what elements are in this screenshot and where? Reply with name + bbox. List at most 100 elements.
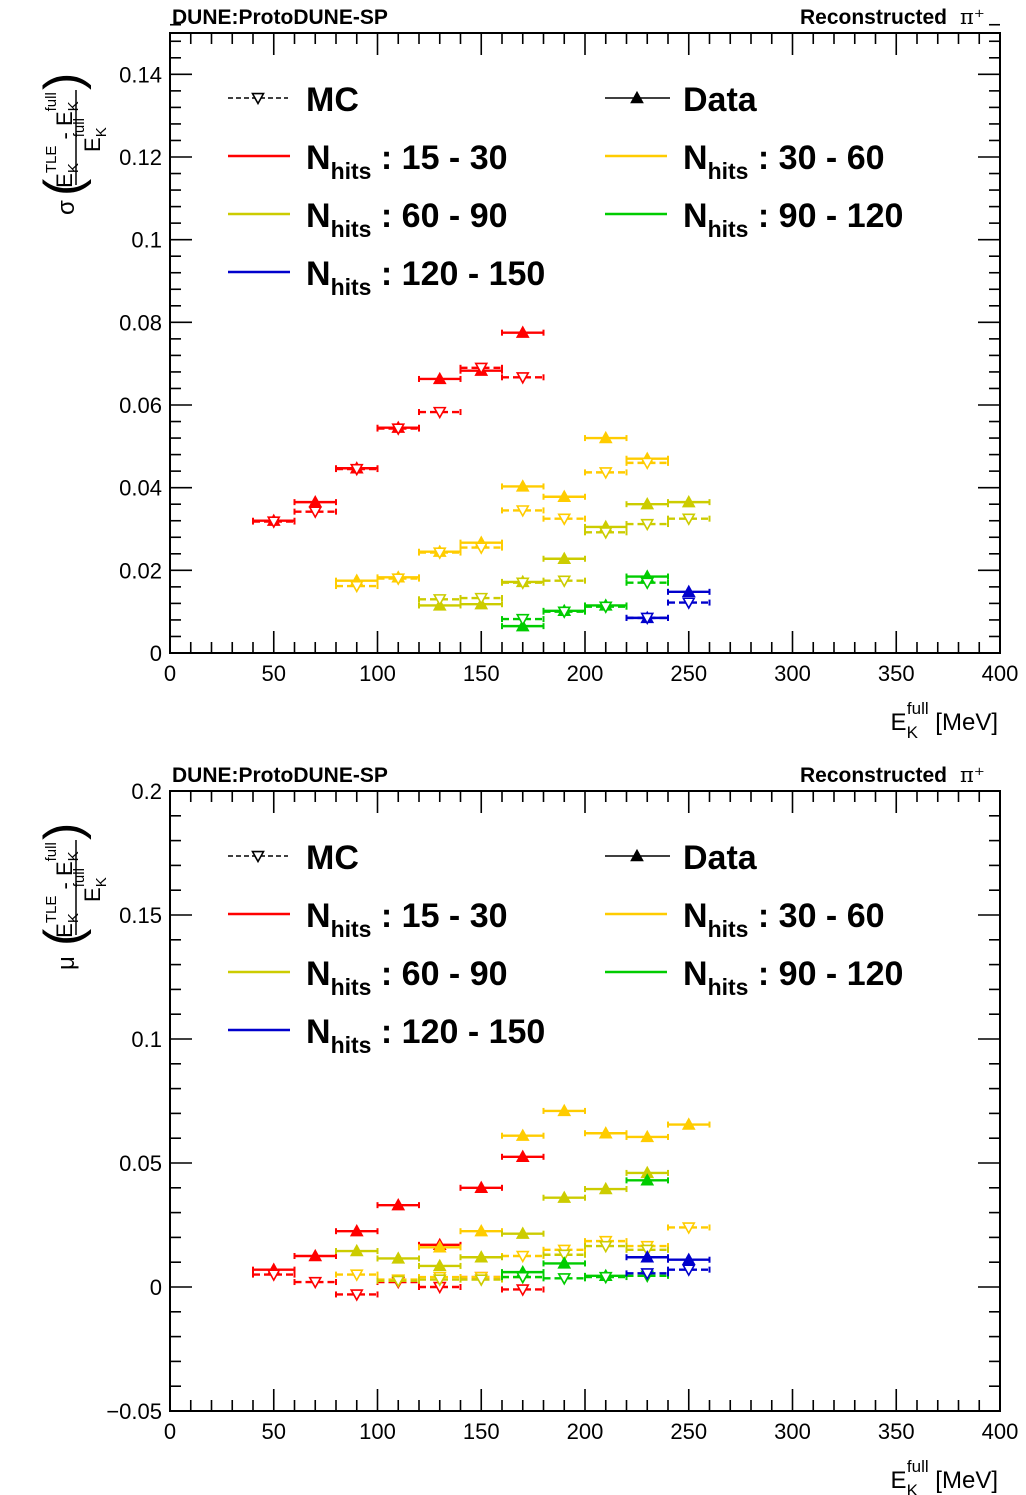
x-tick-label: 350 (878, 1419, 915, 1444)
legend-bin-label: Nhits : 15 - 30 (306, 139, 508, 184)
legend-bin-label: Nhits : 30 - 60 (683, 139, 885, 184)
y-tick-label: 0.06 (119, 393, 162, 418)
y-tick-label: 0 (150, 1275, 162, 1300)
data-point-mc (681, 1222, 696, 1235)
x-axis-label: EKfull [MeV] (891, 1457, 998, 1495)
data-point-mc (515, 577, 530, 590)
data-point-mc (474, 1274, 489, 1287)
data-point-mc (432, 406, 447, 420)
data-point-data (515, 1226, 530, 1239)
data-point-data (308, 1248, 323, 1262)
data-point-data (640, 497, 655, 510)
experiment-label: DUNE:ProtoDUNE-SP (172, 6, 388, 29)
data-point-mc (432, 1274, 447, 1287)
x-axis-title: EKfull [MeV] (891, 699, 998, 742)
data-point-data (515, 1149, 530, 1162)
x-tick-label: 0 (164, 1419, 176, 1444)
x-tick-label: 400 (982, 1419, 1019, 1444)
data-point-mc (598, 527, 613, 540)
data-point-data (515, 1128, 530, 1141)
series-mc (252, 362, 545, 529)
data-point-data (515, 325, 530, 338)
data-point-mc (640, 518, 655, 532)
y-tick-label: 0.08 (119, 310, 162, 335)
data-point-mc (515, 372, 530, 385)
x-tick-label: 50 (262, 1419, 286, 1444)
data-point-mc (474, 362, 489, 375)
x-tick-label: 150 (463, 661, 500, 686)
data-point-data (681, 494, 696, 508)
legend-mc-label: MC (306, 81, 359, 119)
data-point-data (391, 1251, 406, 1264)
data-point-mc (640, 612, 655, 626)
data-point-data (474, 1224, 489, 1237)
y-axis-prefix: σ (53, 200, 80, 215)
series-mc (335, 457, 669, 594)
data-point-data (557, 1190, 572, 1203)
data-point-data (640, 1250, 655, 1263)
legend: MC Data Nhits : 15 - 30 Nhits : 30 - 60 Nhit… (228, 839, 903, 1058)
data-point-mc (598, 1240, 613, 1254)
y-tick-label: −0.05 (106, 1399, 162, 1424)
legend-data-label: Data (683, 81, 758, 119)
data-point-mc (391, 423, 406, 436)
data-point-data (598, 430, 613, 444)
data-point-mc (681, 597, 696, 610)
data-point-data (515, 479, 530, 492)
plot-frame (169, 790, 1001, 1412)
data-point-data (640, 1129, 655, 1143)
data-point-data (681, 1117, 696, 1130)
series-mc (625, 1264, 711, 1281)
data-point-mc (349, 463, 364, 477)
legend-bin-label: Nhits : 60 - 90 (306, 955, 508, 1000)
data-point-mc (557, 1249, 572, 1262)
x-tick-label: 0 (164, 661, 176, 686)
x-tick-label: 400 (982, 661, 1019, 686)
legend-data-label: Data (683, 839, 758, 877)
y-tick-label: 0.14 (119, 62, 162, 87)
y-axis-close-paren: ) (34, 73, 92, 90)
series-mc (625, 597, 711, 626)
y-tick-label: 0.15 (119, 903, 162, 928)
series-mc (418, 513, 711, 607)
experiment-label: DUNE:ProtoDUNE-SP (172, 764, 388, 787)
x-tick-label: 100 (359, 1419, 396, 1444)
data-point-mc (391, 1275, 406, 1288)
x-tick-label: 300 (774, 1419, 811, 1444)
sigma-panel: 0 50 100 150 200 250 300 350 400 0 0.02 0.04 0.06 0.0… (34, 5, 1018, 742)
legend-mc-marker (251, 92, 265, 106)
series-data (418, 1103, 711, 1253)
y-axis-close-paren: ) (34, 823, 92, 840)
legend-bin-label: Nhits : 90 - 120 (683, 955, 903, 1000)
data-point-mc (266, 1269, 281, 1282)
particle-label: π⁺ (960, 5, 985, 29)
legend-bin-label: Nhits : 60 - 90 (306, 197, 508, 242)
legend-mc-label: MC (306, 839, 359, 877)
data-point-mc (640, 457, 655, 471)
data-point-data (432, 371, 447, 385)
y-tick-label: 0.12 (119, 145, 162, 170)
data-point-data (557, 1256, 572, 1269)
y-axis-title: σ ( EKTLE - EKfull EKfull ) (34, 73, 110, 215)
y-tick-label: 0 (150, 641, 162, 666)
series-data (625, 1250, 711, 1265)
data-point-data (349, 1224, 364, 1237)
data-point-mc (266, 516, 281, 529)
data-point-mc (515, 505, 530, 518)
data-point-mc (515, 1271, 530, 1285)
data-point-data (349, 1243, 364, 1257)
data-point-mc (515, 1284, 530, 1297)
x-tick-label: 250 (670, 661, 707, 686)
data-point-mc (598, 601, 613, 614)
y-tick-label: 0.05 (119, 1151, 162, 1176)
data-point-mc (640, 577, 655, 590)
y-tick-label: 0.02 (119, 558, 162, 583)
data-point-mc (557, 606, 572, 619)
axis-ticks: 0 50 100 150 200 250 300 350 400 0 0.02 0.04 0.06 0.0… (119, 23, 1019, 686)
data-series (252, 325, 711, 632)
y-tick-label: 0.2 (131, 779, 162, 804)
data-point-mc (349, 1269, 364, 1282)
data-point-mc (598, 1271, 613, 1285)
legend-bin-label: Nhits : 15 - 30 (306, 897, 508, 942)
data-point-data (474, 1250, 489, 1263)
